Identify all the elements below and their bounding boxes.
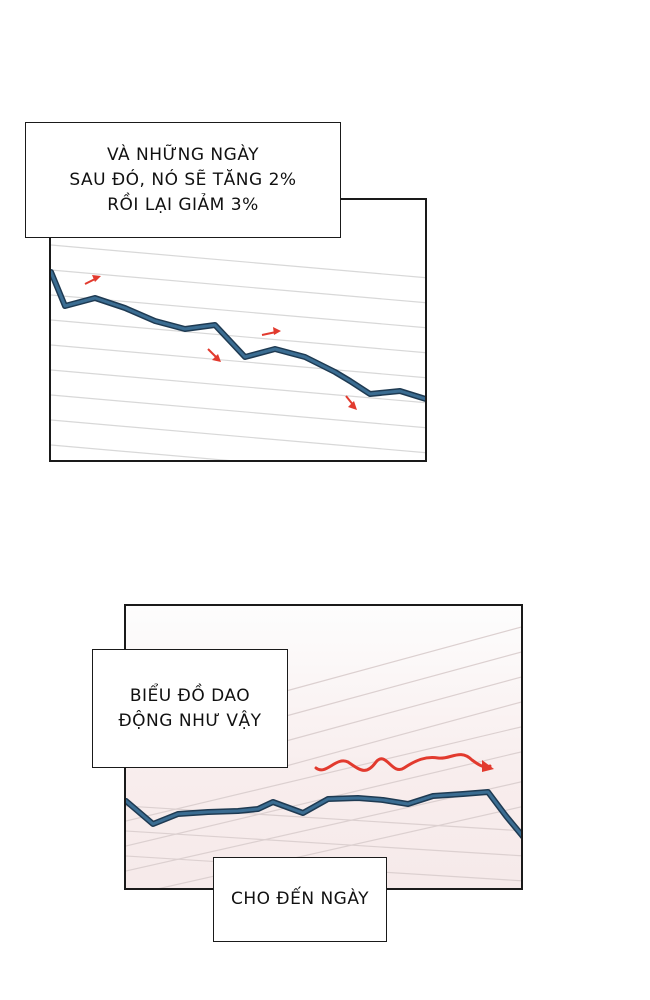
caption-1-line-3: RỒI LẠI GIẢM 3% [107, 194, 259, 215]
caption-box-2: BIỂU ĐỒ DAO ĐỘNG NHƯ VẬY [92, 649, 288, 768]
arrow-head-icon [482, 760, 494, 772]
arrow-down-icon-2 [345, 395, 357, 410]
wavy-red-arrow [314, 753, 492, 772]
caption-2-line-1: BIỂU ĐỒ DAO [129, 685, 251, 706]
caption-box-3: CHO ĐẾN NGÀY [213, 857, 387, 942]
red-arrows [84, 275, 357, 410]
caption-1-line-2: SAU ĐÓ, NÓ SẼ TĂNG 2% [69, 169, 297, 190]
caption-2-line-2: ĐỘNG NHƯ VẬY [118, 710, 262, 731]
grid-lines [51, 244, 425, 460]
caption-3-line-1: CHO ĐẾN NGÀY [230, 889, 370, 909]
chart-panel-declining [49, 198, 427, 462]
declining-chart-drawing [51, 244, 425, 460]
arrow-up-icon-2 [261, 327, 281, 336]
arrow-up-icon-1 [84, 275, 101, 285]
fluctuating-chart-drawing [126, 626, 521, 888]
caption-1-line-1: VÀ NHỮNG NGÀY [106, 144, 260, 165]
arrow-down-icon-1 [207, 348, 221, 362]
caption-box-1: VÀ NHỮNG NGÀY SAU ĐÓ, NÓ SẼ TĂNG 2% RỒI … [25, 122, 341, 238]
